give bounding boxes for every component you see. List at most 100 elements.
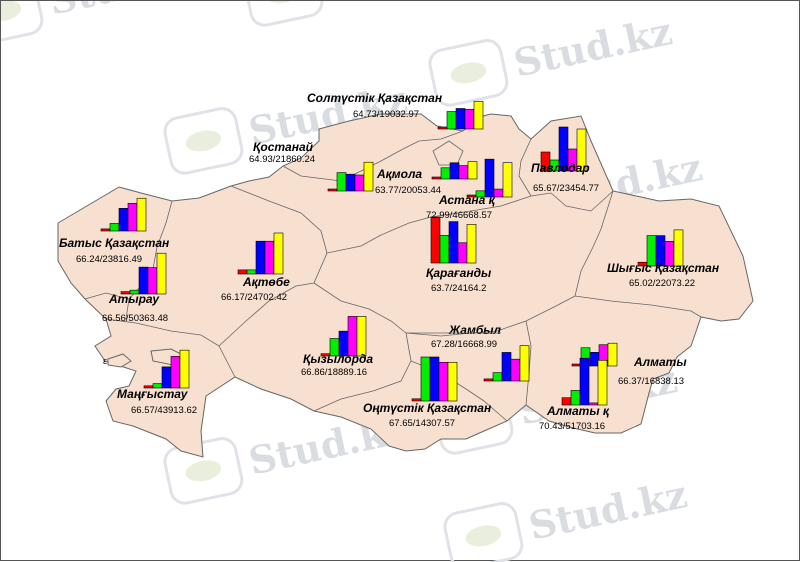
border-aktobe-kyzylorda [218, 252, 328, 347]
watermark-logo-icon [163, 107, 244, 175]
chart-batys [100, 197, 147, 232]
region-value-akmola: 63.77/20053.44 [375, 185, 441, 196]
chart-bar-ontustik-3 [429, 356, 440, 402]
chart-almaty_city [561, 357, 608, 406]
region-value-zhambyl: 67.28/16668.99 [431, 339, 497, 350]
chart-bar-kyzylorda-4 [347, 316, 358, 357]
chart-bar-zhambyl-3 [501, 352, 512, 382]
chart-bar-kostanai-1 [327, 188, 338, 192]
region-charts [100, 100, 684, 406]
watermark-leaf-icon [265, 1, 302, 4]
region-name-almaty_city: Алматы қ [546, 404, 610, 418]
watermark-tile: Stud.kz [1, 1, 211, 45]
region-name-aktobe: Ақтөбе [242, 275, 290, 289]
border-akmola-karagandy [326, 190, 614, 254]
watermark-logo-icon [1, 1, 44, 45]
region-name-akmola: Ақмола [376, 167, 422, 181]
chart-bar-soltustik-1 [437, 126, 448, 130]
chart-bar-aktobe-5 [273, 232, 284, 275]
region-name-zhambyl: Жамбыл [448, 323, 502, 337]
region-name-kostanai: Қостанай [253, 140, 314, 154]
chart-bar-karagandy-1 [430, 216, 441, 264]
watermark-tile: Stud.kz [443, 471, 691, 562]
watermark-text: Stud.kz [45, 1, 211, 24]
region-name-pavlodar: Павлодар [531, 161, 590, 175]
chart-bar-akmola-3 [449, 162, 460, 180]
chart-bar-batys-1 [100, 228, 111, 232]
chart-bar-kostanai-4 [354, 174, 365, 192]
border-karagandy-shygys [574, 190, 614, 297]
region-value-karagandy: 63.7/24164.2 [431, 283, 486, 294]
border-karagandy-zhambyl [405, 295, 576, 337]
chart-bar-soltustik-3 [455, 108, 466, 130]
region-value-atyrau: 66.56/50363.48 [102, 313, 168, 324]
chart-bar-kyzylorda-5 [356, 316, 367, 357]
region-value-kyzylorda: 66.86/18889.16 [301, 367, 367, 378]
chart-bar-atyrau-5 [156, 252, 167, 295]
watermark-leaf-icon [1, 1, 22, 22]
chart-bar-soltustik-2 [446, 111, 457, 130]
chart-bar-aktobe-2 [246, 269, 257, 275]
region-name-astana: Астана қ [438, 193, 496, 207]
chart-bar-karagandy-3 [448, 221, 459, 264]
chart-bar-aktobe-4 [264, 240, 275, 275]
chart-soltustik [437, 100, 484, 130]
border-karagandy-kyzylorda [313, 282, 407, 334]
chart-bar-soltustik-4 [464, 108, 475, 130]
chart-bar-almaty_city-5 [597, 359, 608, 406]
region-value-mangystau: 66.57/43913.62 [131, 405, 197, 416]
chart-pavlodar [540, 126, 587, 172]
chart-bar-ontustik-2 [420, 356, 431, 402]
chart-bar-mangystau-3 [161, 366, 172, 389]
chart-bar-shygys-5 [673, 229, 684, 267]
border-kyzylorda-ontustik [313, 332, 412, 412]
chart-bar-almaty_city-3 [579, 357, 590, 406]
region-value-almaty_city: 70.43/51703.16 [539, 421, 605, 432]
region-name-soltustik: Солтүстік Қазақстан [307, 91, 443, 105]
region-name-mangystau: Маңғыстау [117, 387, 189, 401]
chart-bar-akmola-4 [458, 165, 469, 180]
border-batys-atyrau [84, 292, 130, 300]
region-name-almaty: Алматы [633, 355, 687, 369]
chart-bar-kostanai-2 [336, 172, 347, 192]
chart-bar-akmola-1 [431, 176, 442, 180]
chart-akmola [431, 161, 478, 180]
chart-bar-pavlodar-5 [576, 128, 587, 172]
watermark-text: Stud.kz [325, 1, 491, 6]
region-value-pavlodar: 65.67/23454.77 [533, 183, 599, 194]
chart-bar-batys-5 [136, 197, 147, 232]
region-borders [84, 130, 702, 422]
small-region-fragment-a [107, 353, 132, 368]
chart-bar-astana-4 [493, 188, 504, 198]
chart-bar-astana-3 [484, 158, 495, 198]
border-atyrau-mangystau [105, 318, 236, 378]
watermark-text: Stud.kz [525, 471, 691, 548]
chart-bar-akmola-2 [440, 167, 451, 180]
chart-bar-soltustik-5 [473, 100, 484, 130]
chart-bar-akmola-5 [467, 161, 478, 180]
chart-bar-karagandy-2 [439, 235, 450, 264]
region-name-kyzylorda: Қызылорда [303, 352, 373, 366]
chart-bar-almaty-1 [571, 363, 582, 367]
chart-bar-ontustik-4 [438, 361, 449, 402]
chart-bar-batys-4 [127, 202, 138, 232]
chart-bar-aktobe-3 [255, 240, 266, 275]
fragment-label: ε [103, 356, 108, 367]
region-name-shygys: Шығыс Қазақстан [607, 261, 720, 275]
watermark-logo-icon [428, 39, 509, 107]
chart-bar-kostanai-5 [363, 161, 374, 192]
chart-kostanai [327, 161, 374, 192]
chart-aktobe [237, 232, 284, 275]
watermark-leaf-icon [450, 62, 487, 84]
region-value-batys: 66.24/23816.49 [76, 254, 142, 265]
region-name-ontustik: Оңтүстік Қазақстан [363, 401, 492, 415]
fragment-glyph: ε [103, 356, 108, 367]
chart-bar-batys-3 [118, 208, 129, 232]
chart-bar-almaty-3 [589, 352, 600, 367]
chart-bar-almaty-5 [607, 342, 618, 367]
chart-ontustik [411, 356, 458, 402]
chart-bar-zhambyl-5 [519, 345, 530, 382]
chart-kyzylorda [320, 316, 367, 357]
